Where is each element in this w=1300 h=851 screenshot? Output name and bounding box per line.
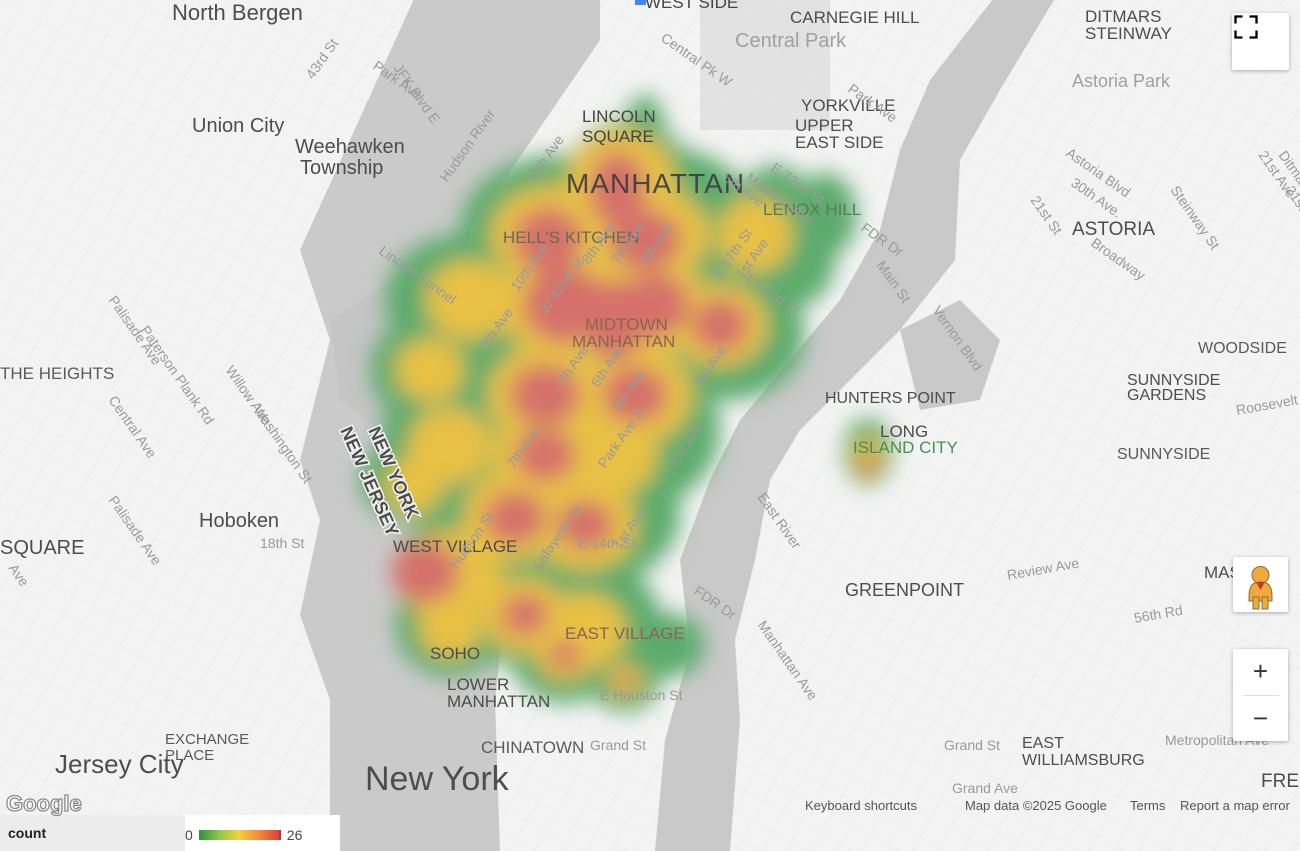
svg-text:Astoria Park: Astoria Park <box>1072 71 1171 91</box>
svg-text:EXCHANGE: EXCHANGE <box>165 731 249 748</box>
svg-text:SOHO: SOHO <box>430 644 480 663</box>
svg-text:LINCOLN: LINCOLN <box>582 107 656 126</box>
svg-text:EAST: EAST <box>1022 735 1064 752</box>
svg-text:Central Park: Central Park <box>735 30 847 52</box>
svg-text:SUNNYSIDE: SUNNYSIDE <box>1117 446 1210 463</box>
svg-text:E Houston St: E Houston St <box>600 687 683 703</box>
svg-text:FRESH: FRESH <box>1261 771 1300 792</box>
svg-text:CHINATOWN: CHINATOWN <box>481 738 584 757</box>
svg-text:Grand Ave: Grand Ave <box>952 780 1018 796</box>
svg-text:CARNEGIE HILL: CARNEGIE HILL <box>790 8 919 27</box>
svg-text:New York: New York <box>365 760 510 798</box>
svg-text:WEST SIDE: WEST SIDE <box>645 0 738 12</box>
svg-text:GARDENS: GARDENS <box>1127 387 1206 404</box>
svg-text:Union City: Union City <box>192 115 284 137</box>
svg-text:Grand St: Grand St <box>944 737 1000 753</box>
svg-text:SQUARE: SQUARE <box>0 537 84 559</box>
svg-text:MANHATTAN: MANHATTAN <box>566 168 745 199</box>
svg-text:Hoboken: Hoboken <box>199 510 279 532</box>
svg-text:SQUARE: SQUARE <box>582 127 654 146</box>
svg-text:E 14th St: E 14th St <box>578 535 636 551</box>
svg-text:EAST VILLAGE: EAST VILLAGE <box>565 624 685 643</box>
svg-text:WOODSIDE: WOODSIDE <box>1198 340 1287 357</box>
svg-text:HUNTERS POINT: HUNTERS POINT <box>825 390 956 407</box>
svg-text:WILLIAMSBURG: WILLIAMSBURG <box>1022 752 1145 769</box>
svg-text:MANHATTAN: MANHATTAN <box>572 332 675 351</box>
svg-text:MANHATTAN: MANHATTAN <box>447 692 550 711</box>
svg-text:18th St: 18th St <box>260 535 304 551</box>
svg-text:ISLAND CITY: ISLAND CITY <box>853 438 958 457</box>
svg-text:Grand St: Grand St <box>590 737 646 753</box>
svg-text:EAST SIDE: EAST SIDE <box>795 133 884 152</box>
svg-text:STEINWAY: STEINWAY <box>1085 24 1172 43</box>
svg-text:Weehawken: Weehawken <box>295 136 405 158</box>
svg-text:PLACE: PLACE <box>165 747 214 764</box>
svg-text:THE HEIGHTS: THE HEIGHTS <box>0 364 114 383</box>
svg-text:ASTORIA: ASTORIA <box>1072 219 1155 240</box>
svg-text:GREENPOINT: GREENPOINT <box>845 580 964 600</box>
svg-text:North Bergen: North Bergen <box>172 0 303 25</box>
svg-text:Township: Township <box>300 157 383 179</box>
